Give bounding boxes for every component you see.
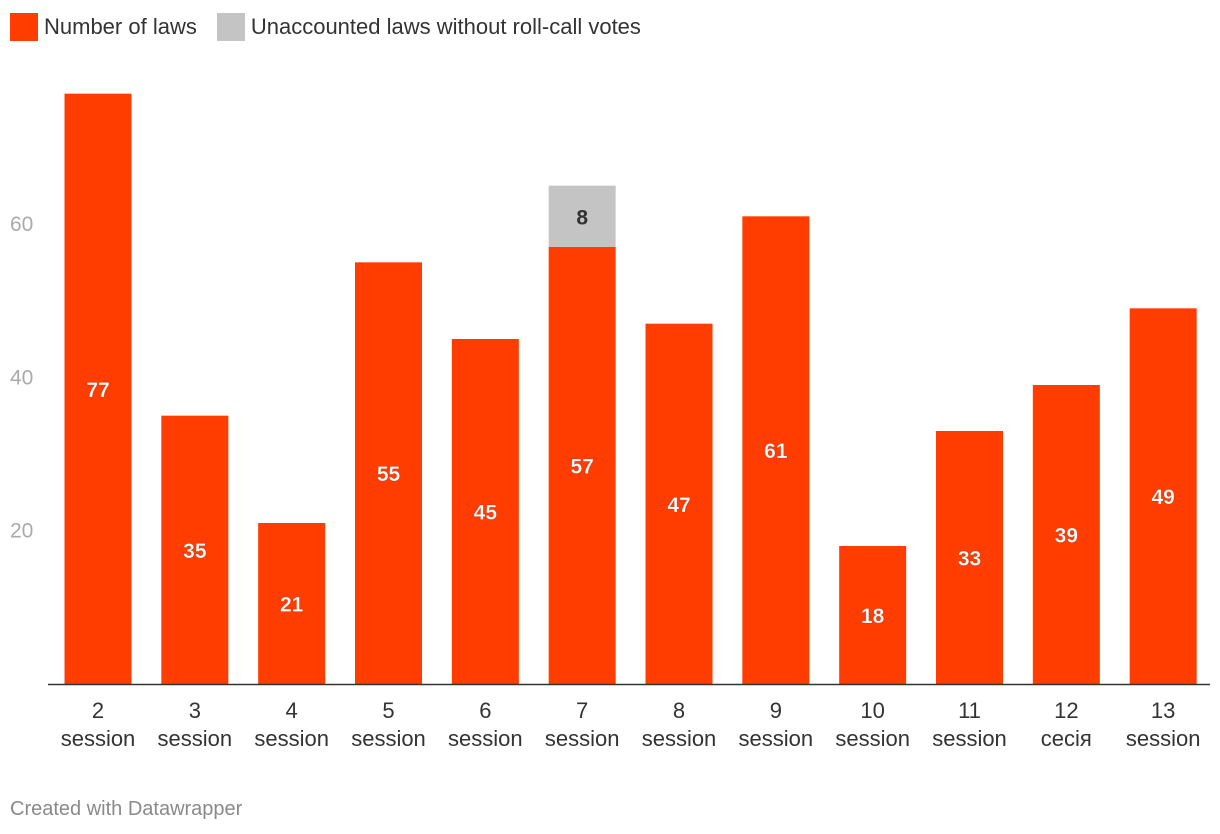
bar-value-label: 77 xyxy=(86,379,109,402)
x-tick-label-number: 6 xyxy=(479,698,491,723)
bar-value-label: 61 xyxy=(764,440,788,463)
bar-number-of-laws xyxy=(258,523,326,684)
legend-label-number-of-laws: Number of laws xyxy=(44,14,197,39)
x-tick-label-session: session xyxy=(545,726,620,751)
x-tick-label-session: session xyxy=(158,726,233,751)
x-tick-label-number: 13 xyxy=(1151,698,1175,723)
bar-value-label: 45 xyxy=(474,502,498,525)
x-tick-label-number: 3 xyxy=(189,698,201,723)
bar-value-label: 35 xyxy=(183,540,207,563)
x-tick-label-session: сесія xyxy=(1041,726,1092,751)
legend-swatch-unaccounted-laws xyxy=(216,13,245,41)
bar-number-of-laws xyxy=(64,93,132,684)
x-tick-label-number: 4 xyxy=(286,698,298,723)
bar-number-of-laws xyxy=(1129,308,1197,684)
bar-number-of-laws xyxy=(936,431,1003,684)
bar-value-label: 39 xyxy=(1055,525,1078,548)
legend-item-number-of-laws: Number of laws xyxy=(10,13,197,41)
x-tick-label-session: session xyxy=(351,726,426,751)
x-tick-label-number: 11 xyxy=(958,698,981,723)
legend-swatch-number-of-laws xyxy=(10,13,38,41)
legend-label-unaccounted-laws: Unaccounted laws without roll-call votes xyxy=(250,14,641,39)
y-tick-label: 40 xyxy=(10,366,33,389)
bar-value-label: 55 xyxy=(377,463,401,486)
x-tick-label-session: session xyxy=(739,726,814,751)
x-tick-label-number: 5 xyxy=(382,698,394,723)
bar-value-label: 49 xyxy=(1151,486,1174,509)
x-tick-label-session: session xyxy=(254,726,329,751)
bar-number-of-laws xyxy=(1032,385,1100,684)
x-tick-label-session: session xyxy=(1126,726,1201,751)
x-tick-label-number: 9 xyxy=(770,698,782,723)
x-tick-label-session: session xyxy=(642,726,717,751)
bar-value-label: 18 xyxy=(861,605,885,628)
bar-number-of-laws xyxy=(742,216,810,685)
bar-number-of-laws xyxy=(161,415,229,684)
x-tick-label-number: 10 xyxy=(860,698,884,723)
bar-number-of-laws xyxy=(355,262,422,684)
x-tick-label-number: 2 xyxy=(92,698,104,723)
bar-value-label: 21 xyxy=(280,594,304,617)
legend-item-unaccounted-laws: Unaccounted laws without roll-call votes xyxy=(216,13,641,41)
bar-unaccounted-laws xyxy=(548,185,616,247)
x-tick-label-session: session xyxy=(932,726,1007,751)
x-tick-label-session: session xyxy=(61,726,136,751)
bar-value-label: 33 xyxy=(958,548,981,571)
bar-value-label: 8 xyxy=(576,206,588,229)
x-tick-label-number: 12 xyxy=(1054,698,1078,723)
chart-legend: Number of laws Unaccounted laws without … xyxy=(10,13,661,41)
bar-value-label: 57 xyxy=(570,456,593,479)
x-tick-label-number: 8 xyxy=(673,698,685,723)
y-tick-label: 60 xyxy=(10,213,33,236)
bar-value-label: 47 xyxy=(667,494,690,517)
bar-number-of-laws xyxy=(645,323,713,684)
footer-credit: Created with Datawrapper xyxy=(10,798,243,820)
bar-number-of-laws xyxy=(451,339,519,684)
x-tick-label-number: 7 xyxy=(576,698,588,723)
x-tick-label-session: session xyxy=(835,726,910,751)
y-tick-label: 20 xyxy=(10,520,33,543)
x-tick-label-session: session xyxy=(448,726,523,751)
bar-number-of-laws xyxy=(548,247,616,684)
bar-number-of-laws xyxy=(839,546,907,684)
